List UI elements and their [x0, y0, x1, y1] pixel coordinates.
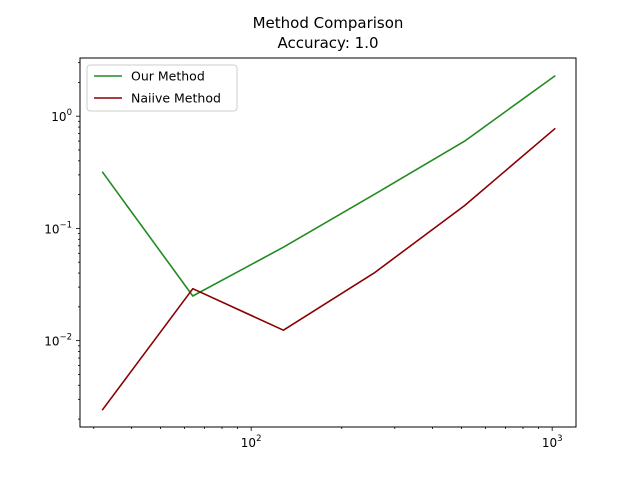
y-tick-label: 10−2	[44, 333, 72, 349]
x-tick-label: 103	[542, 434, 563, 450]
axis-layer: 102 103 10−2 10−1 100	[44, 62, 563, 450]
chart-title: Method Comparison	[253, 14, 404, 32]
legend: Our Method Naiive Method	[86, 64, 238, 112]
series-line-1	[101, 74, 556, 297]
series-layer	[101, 74, 556, 411]
plot-frame	[79, 57, 577, 428]
legend-box	[86, 64, 238, 112]
series-line-2	[101, 127, 556, 411]
y-tick-label: 10−1	[44, 220, 72, 236]
y-tick-label: 100	[51, 108, 72, 124]
chart-subtitle: Accuracy: 1.0	[277, 34, 378, 52]
x-tick-label: 102	[241, 434, 262, 450]
legend-label-1: Our Method	[131, 69, 205, 84]
legend-label-2: Naiive Method	[131, 91, 221, 106]
